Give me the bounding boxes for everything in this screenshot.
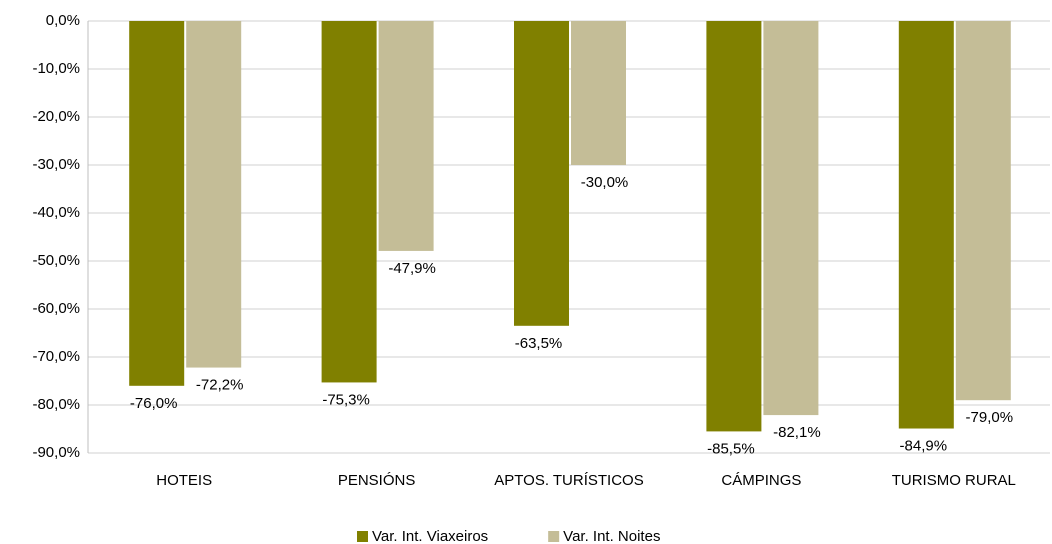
bar [571,21,626,165]
y-tick-label: -90,0% [32,444,80,461]
legend-swatch [548,531,560,542]
y-tick-label: -60,0% [32,300,80,317]
x-tick-label: APTOS. TURÍSTICOS [494,472,643,489]
data-label: -79,0% [966,409,1014,426]
y-tick-label: -30,0% [32,156,80,173]
data-label: -84,9% [900,437,948,454]
data-label: -63,5% [515,335,563,352]
y-tick-label: -70,0% [32,348,80,365]
bar [514,21,569,326]
bar [186,21,242,368]
x-tick-label: CÁMPINGS [721,472,801,489]
data-label: -76,0% [130,395,178,412]
bar [763,21,819,416]
legend-swatch [357,531,368,542]
legend-label: Var. Int. Noites [563,528,660,544]
legend-label: Var. Int. Viaxeiros [372,528,488,544]
bar [378,21,434,251]
y-tick-label: -20,0% [32,108,80,125]
y-tick-label: -40,0% [32,204,80,221]
x-tick-label: TURISMO RURAL [892,472,1016,489]
data-label: -82,1% [773,424,821,441]
bar [321,21,377,383]
bar [129,21,185,386]
data-label: -75,3% [322,391,370,408]
data-label: -72,2% [196,377,244,394]
y-tick-label: -80,0% [32,396,80,413]
x-tick-label: PENSIÓNS [338,472,416,489]
bar [955,21,1011,401]
x-tick-label: HOTEIS [156,472,212,489]
data-label: -47,9% [388,260,436,277]
y-tick-label: 0,0% [46,12,80,29]
y-tick-label: -50,0% [32,252,80,269]
bar [706,21,762,432]
bar [898,21,954,429]
y-tick-label: -10,0% [32,60,80,77]
data-label: -30,0% [581,174,629,191]
data-label: -85,5% [707,440,755,457]
